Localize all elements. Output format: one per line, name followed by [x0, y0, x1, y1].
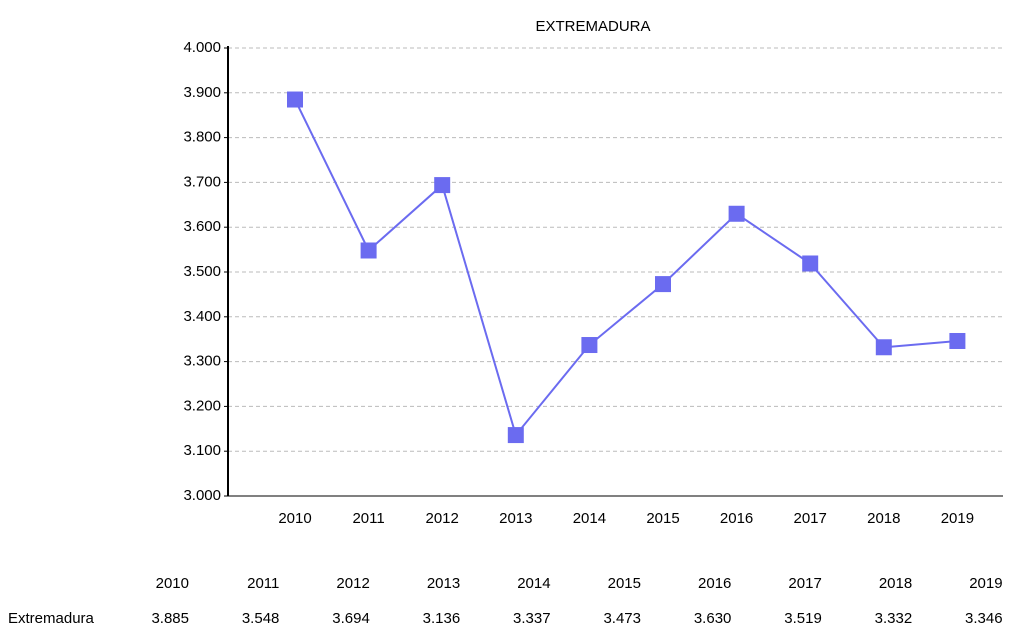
x-tick-label: 2010: [278, 510, 311, 527]
point-marker: [581, 337, 598, 354]
point-marker: [655, 276, 671, 293]
table-value: 3.548: [242, 610, 280, 627]
point-marker: [434, 177, 451, 194]
y-tick-label: 3.100: [183, 442, 221, 459]
x-tick-label: 2011: [352, 510, 384, 527]
y-tick-label: 3.600: [183, 218, 221, 235]
table-value: 3.332: [875, 610, 913, 627]
y-tick-label: 3.200: [183, 397, 221, 414]
table-value: 3.694: [332, 610, 370, 627]
y-tick-label: 3.400: [183, 308, 221, 325]
table-value: 3.885: [151, 610, 189, 627]
series-line: [294, 99, 958, 438]
x-tick-label: 2018: [867, 510, 900, 527]
point-marker: [949, 332, 966, 349]
y-tick-label: 3.900: [183, 84, 221, 101]
x-tick-label: 2013: [499, 510, 532, 527]
table-value: 3.519: [784, 610, 822, 627]
y-tick-label: 3.800: [183, 129, 221, 146]
x-tick-label: 2014: [573, 510, 606, 527]
point-marker: [875, 339, 892, 356]
x-tick-label: 2017: [794, 510, 827, 527]
x-tick-label: 2015: [646, 510, 679, 527]
table-value: 3.346: [965, 610, 1003, 627]
point-marker: [287, 91, 303, 108]
table-value: 3.136: [423, 610, 461, 627]
x-tick-label: 2016: [720, 510, 753, 527]
x-tick-label: 2019: [941, 510, 974, 527]
point-marker: [507, 427, 524, 444]
point-marker: [728, 205, 745, 222]
table-header: 2013: [427, 575, 460, 592]
table-series-name: Extremadura: [8, 610, 95, 627]
chart-title: EXTREMADURA: [535, 18, 650, 35]
table-value: 3.473: [603, 610, 641, 627]
table-header: 2016: [698, 575, 731, 592]
table-value: 3.630: [694, 610, 732, 627]
table-header: 2010: [156, 575, 189, 592]
table-header: 2014: [517, 575, 550, 592]
y-tick-label: 3.500: [183, 263, 221, 280]
table-header: 2011: [247, 575, 279, 592]
y-tick-label: 3.700: [183, 173, 221, 190]
table-header: 2019: [969, 575, 1002, 592]
y-tick-label: 4.000: [183, 39, 221, 56]
x-tick-label: 2012: [426, 510, 459, 527]
table-header: 2012: [336, 575, 369, 592]
y-tick-label: 3.300: [183, 353, 221, 370]
table-header: 2015: [608, 575, 641, 592]
y-tick-label: 3.000: [183, 487, 221, 504]
table-header: 2018: [879, 575, 912, 592]
table-value: 3.337: [513, 610, 551, 627]
table-header: 2017: [788, 575, 821, 592]
point-marker: [360, 242, 377, 259]
point-marker: [802, 255, 819, 272]
